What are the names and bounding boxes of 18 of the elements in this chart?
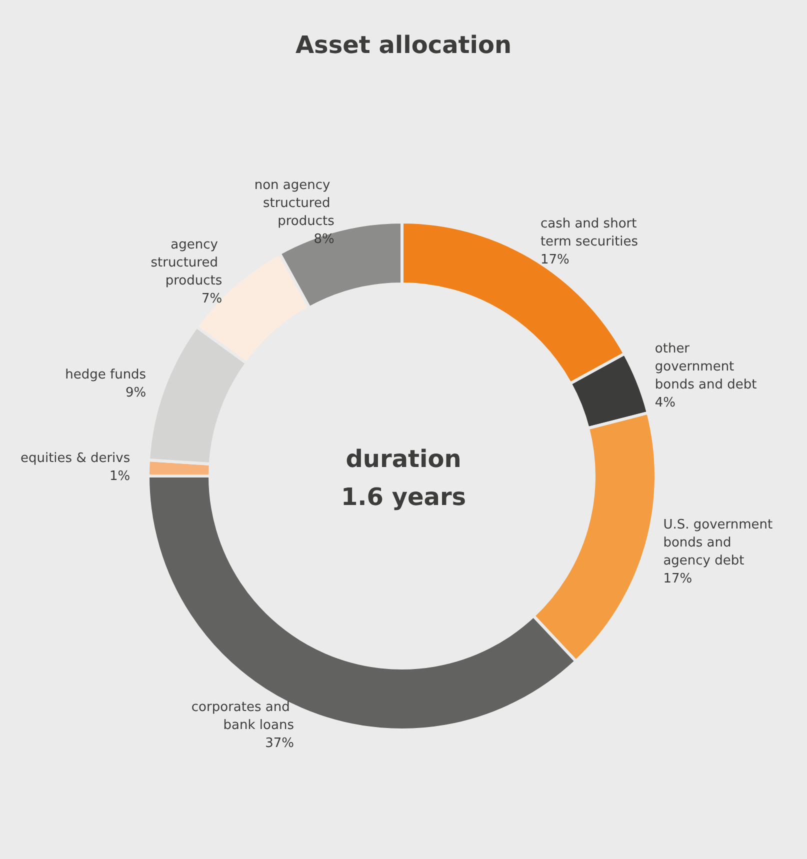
data-label: 1% bbox=[110, 468, 130, 484]
slice-label: cash and short term securities bbox=[540, 216, 641, 250]
data-label: 7% bbox=[202, 291, 222, 306]
data-label: 17% bbox=[540, 252, 570, 268]
data-label: 37% bbox=[265, 736, 294, 752]
slice-label: other government bonds and debt bbox=[654, 341, 757, 392]
slice-label: U.S. government bonds and agency debt bbox=[663, 517, 777, 568]
slice-label: corporates and bank loans bbox=[191, 700, 294, 734]
data-label: 8% bbox=[314, 232, 334, 248]
slice-label: agency structured products bbox=[150, 237, 222, 288]
data-label: 17% bbox=[663, 571, 692, 586]
chart-title: Asset allocation bbox=[295, 31, 512, 59]
data-label: 9% bbox=[125, 385, 146, 400]
data-label: 4% bbox=[654, 395, 676, 410]
text: duration 1.6 years bbox=[340, 445, 466, 511]
slice-label: non agency structured products bbox=[254, 178, 335, 230]
slice-label: hedge funds bbox=[65, 367, 146, 382]
slice-label: equities & derivs bbox=[20, 450, 130, 466]
